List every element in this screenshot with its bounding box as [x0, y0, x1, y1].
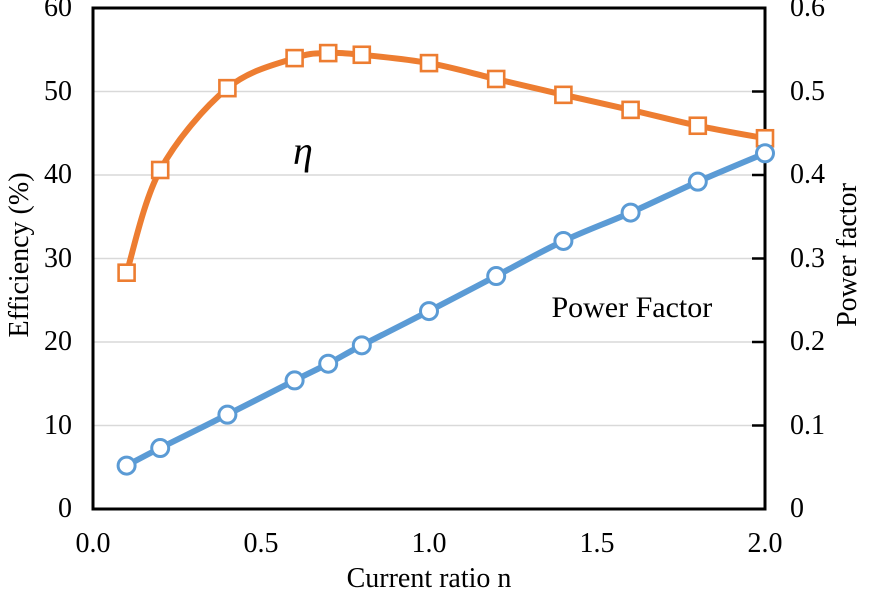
annotation-power-factor: Power Factor [551, 290, 713, 324]
marker-square-efficiency [486, 69, 506, 89]
marker-circle-power-factor [755, 143, 775, 164]
y-axis-title-right: Power factor [832, 183, 863, 327]
marker-circle-power-factor [553, 230, 574, 251]
x-tick-label: 0.0 [75, 528, 111, 559]
marker-square-efficiency [688, 116, 708, 136]
y-left-tick-label: 10 [44, 409, 72, 441]
marker-circle-power-factor [687, 171, 708, 192]
x-tick-label: 1.5 [579, 528, 615, 559]
marker-circle-power-factor [284, 370, 305, 391]
y-left-tick-label: 50 [44, 75, 72, 107]
y-right-tick-label: 0.2 [790, 326, 825, 357]
marker-circle-power-factor [351, 335, 372, 356]
marker-circle-power-factor [486, 266, 507, 287]
marker-square-efficiency [554, 85, 573, 105]
y-right-tick-label: 0.3 [790, 242, 825, 274]
marker-square-efficiency [117, 263, 136, 282]
marker-square-efficiency [285, 48, 304, 68]
marker-square-efficiency [419, 53, 439, 73]
marker-square-efficiency [621, 100, 640, 120]
annotation-eta: η [293, 127, 313, 173]
marker-circle-power-factor [150, 438, 171, 459]
y-left-tick-label: 0 [58, 493, 72, 524]
x-tick-label: 2.0 [747, 528, 783, 559]
x-tick-label: 0.5 [243, 528, 279, 559]
y-right-tick-label: 0.6 [790, 0, 825, 23]
y-right-tick-label: 0.4 [790, 159, 825, 190]
marker-square-efficiency [318, 43, 338, 63]
y-right-tick-label: 0.1 [790, 409, 825, 441]
marker-square-efficiency [218, 78, 237, 98]
y-left-tick-label: 30 [44, 242, 72, 274]
marker-circle-power-factor [116, 455, 137, 476]
marker-circle-power-factor [318, 353, 339, 374]
marker-circle-power-factor [217, 404, 238, 425]
x-axis-title: Current ratio n [346, 563, 512, 594]
marker-circle-power-factor [620, 202, 641, 223]
y-right-tick-label: 0.5 [790, 75, 825, 107]
x-tick-label: 1.0 [411, 528, 447, 559]
y-left-tick-label: 40 [44, 159, 72, 190]
y-left-tick-label: 60 [44, 0, 72, 23]
y-right-tick-label: 0 [790, 493, 804, 524]
y-left-tick-label: 20 [44, 326, 72, 357]
marker-square-efficiency [352, 45, 372, 65]
marker-circle-power-factor [419, 301, 439, 322]
marker-square-efficiency [150, 160, 170, 180]
